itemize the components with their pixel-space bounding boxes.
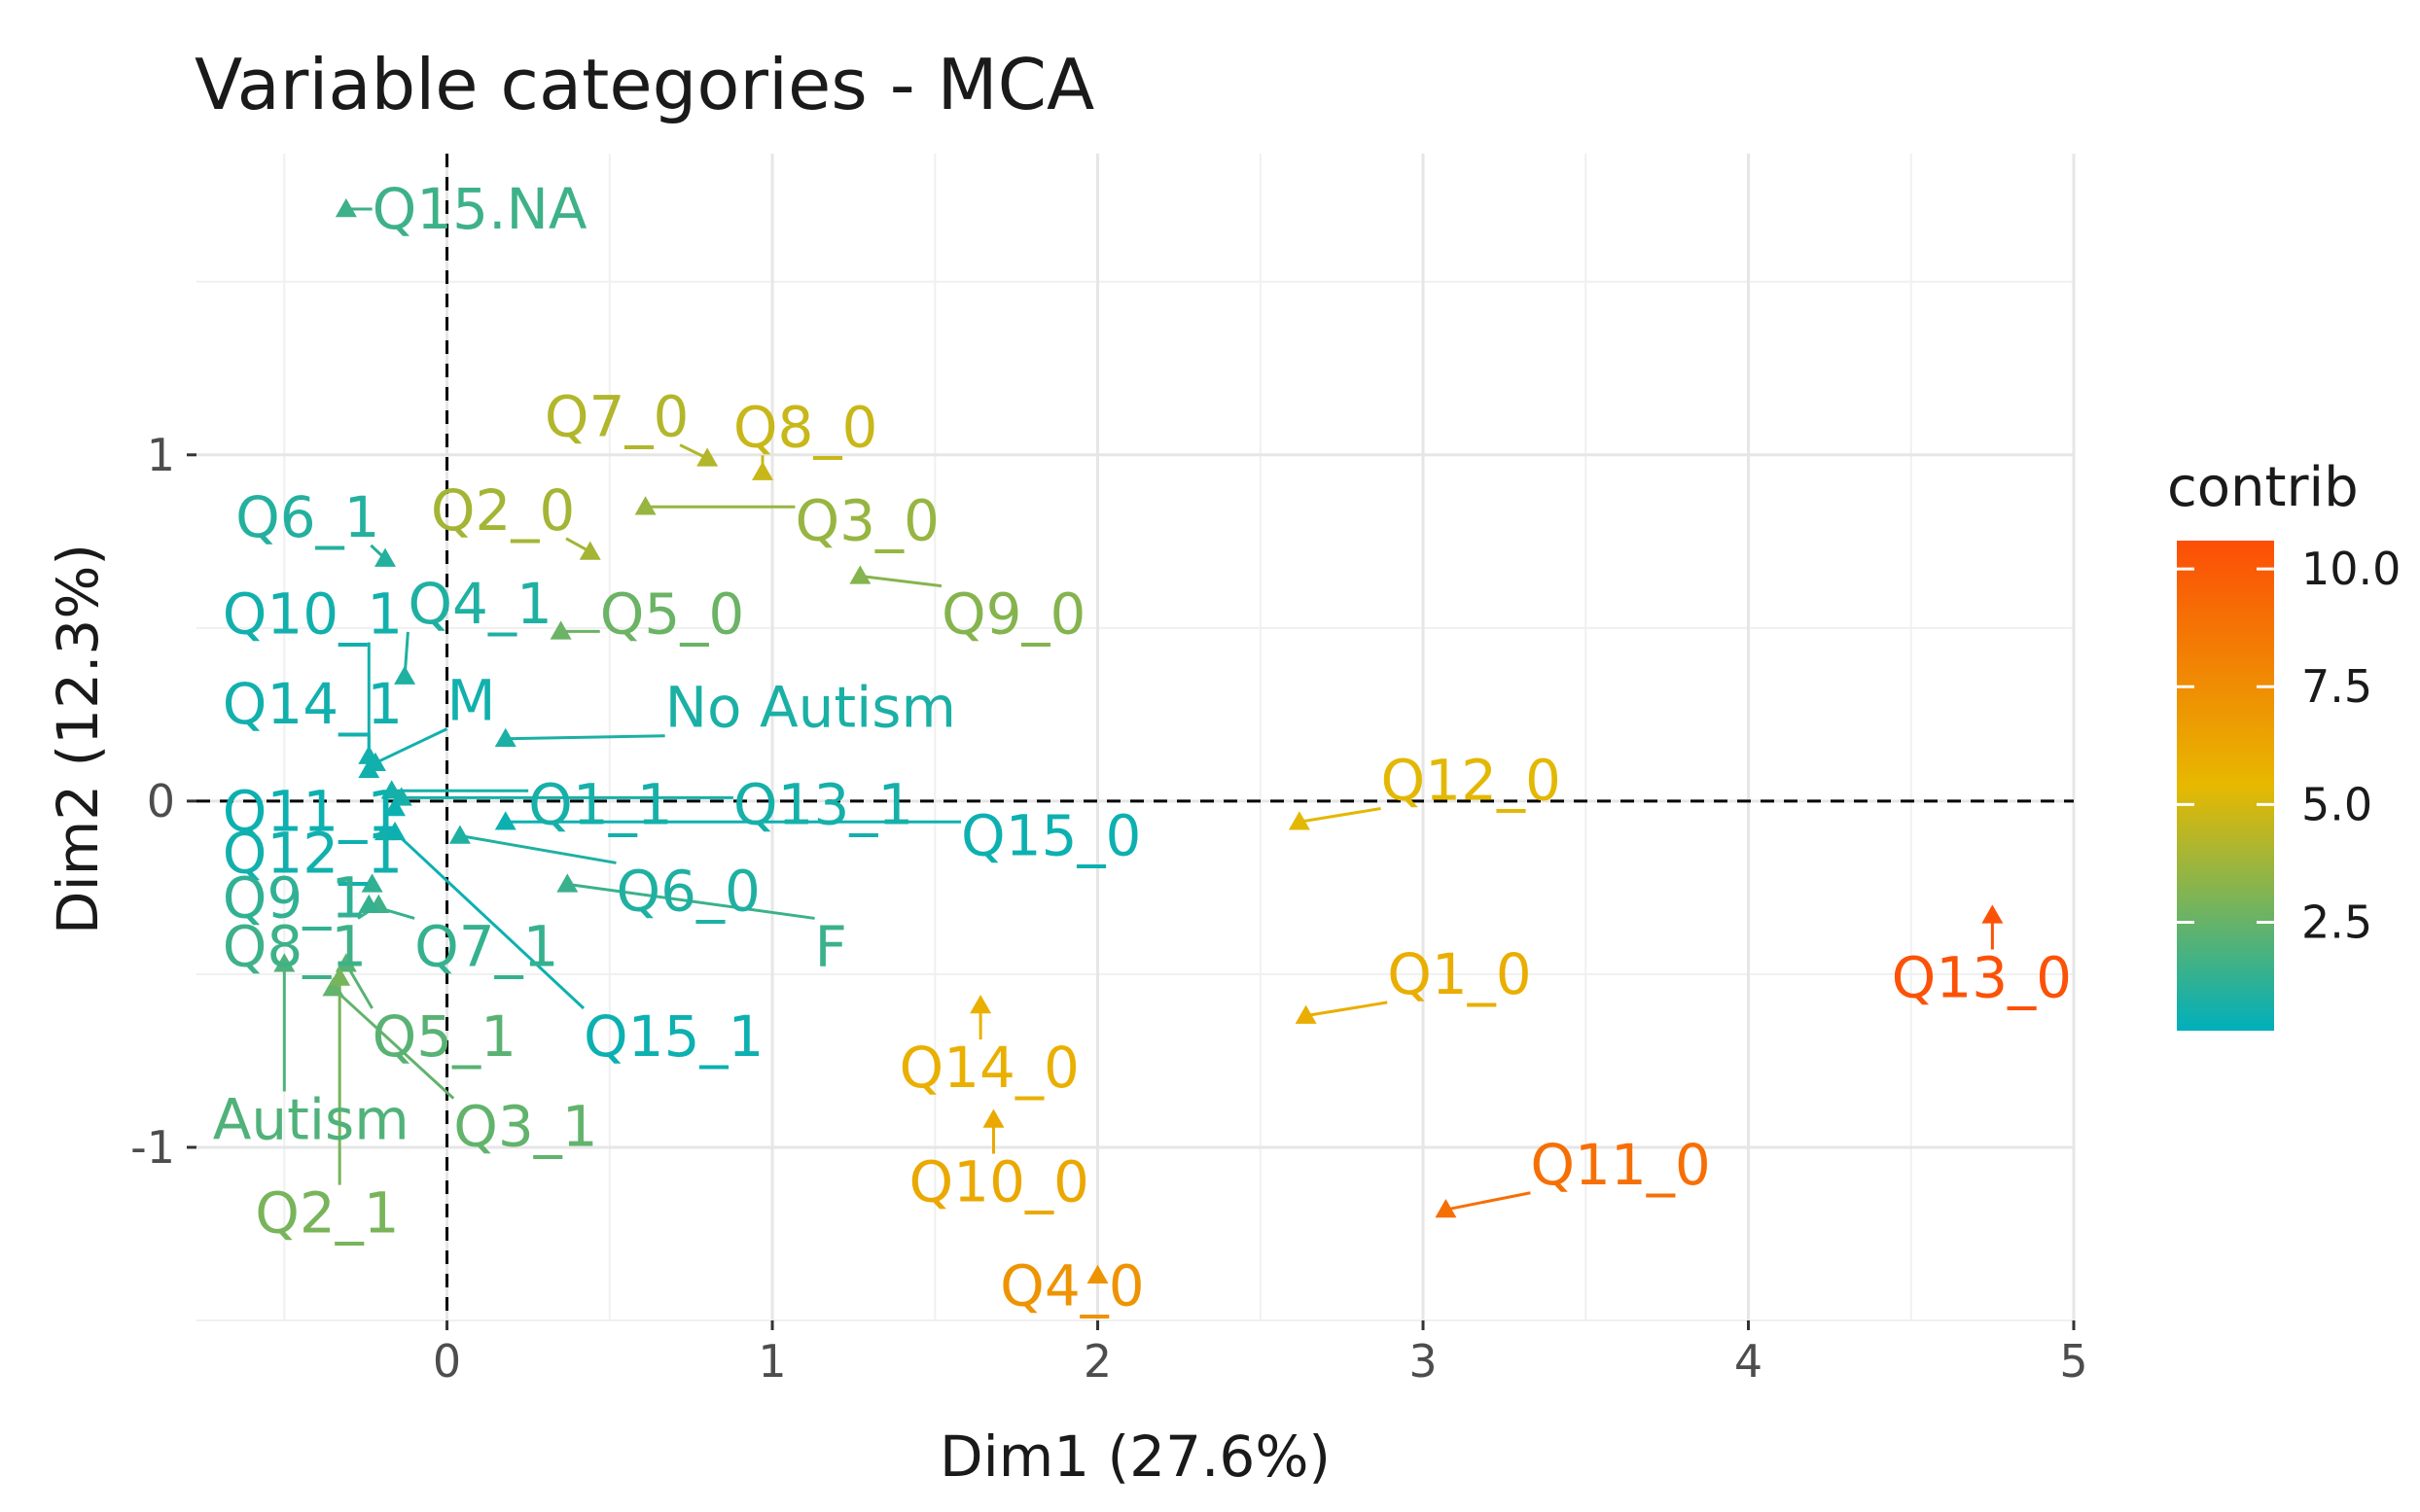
label-Q14_1: Q14_1 — [223, 671, 403, 737]
x-tick-label: 3 — [1408, 1335, 1437, 1388]
label-Q11_0: Q11_0 — [1530, 1132, 1710, 1198]
label-Q5_1: Q5_1 — [373, 1003, 516, 1070]
label-Q3_1: Q3_1 — [453, 1094, 597, 1160]
label-Q9_1: Q9_1 — [223, 865, 367, 932]
label-Q7_0: Q7_0 — [545, 384, 689, 450]
label-Q10_1: Q10_1 — [223, 581, 403, 648]
point-Q11_1 — [384, 796, 407, 817]
y-tick-label: 1 — [147, 429, 175, 481]
legend-title: contrib — [2167, 456, 2359, 519]
label-Q1_1: Q1_1 — [528, 771, 672, 837]
connector-Q1_0 — [1305, 1001, 1388, 1018]
label-Q12_0: Q12_0 — [1381, 748, 1561, 814]
point-Autism — [273, 953, 296, 972]
label-Q3_0: Q3_0 — [795, 487, 939, 553]
point-Q1_0 — [1295, 1004, 1317, 1024]
y-axis-title: Dim2 (12.3%) — [45, 544, 111, 934]
point-Q2_0 — [579, 541, 601, 560]
connector-M — [374, 727, 448, 765]
point-Q6_1 — [374, 547, 397, 567]
label-Q11_1: Q11_1 — [223, 779, 403, 845]
connector-Q9_0 — [860, 574, 943, 588]
point-Q15_0 — [494, 811, 516, 830]
label-Q5_0: Q5_0 — [600, 581, 744, 648]
label-Q6_1: Q6_1 — [235, 484, 379, 550]
label-Autism: Autism — [213, 1086, 409, 1152]
legend-tick-label: 2.5 — [2301, 897, 2372, 949]
point-Q14_0 — [970, 994, 992, 1014]
x-tick-label: 1 — [758, 1335, 786, 1388]
label-Q2_1: Q2_1 — [255, 1180, 399, 1247]
chart-title: Variable categories - MCA — [195, 44, 1094, 125]
point-Q3_1 — [322, 977, 344, 997]
y-tick-label: 0 — [147, 775, 175, 827]
label-Q15_1: Q15_1 — [584, 1003, 764, 1070]
label-Q13_1: Q13_1 — [733, 771, 913, 837]
label-Q12_1: Q12_1 — [223, 820, 403, 886]
data-points — [273, 197, 2004, 1283]
point-No Autism — [494, 727, 516, 748]
x-tick-label: 5 — [2059, 1335, 2087, 1388]
label-F: F — [815, 913, 847, 979]
point-Q9_0 — [849, 565, 872, 584]
point-Q3_0 — [634, 496, 657, 515]
point-Q15_1 — [384, 821, 407, 841]
axes: 0 1 2 3 4 5 -1 0 1 — [130, 429, 2088, 1388]
connector-Q15_1 — [394, 830, 586, 1010]
label-M: M — [447, 668, 496, 734]
label-Q2_0: Q2_0 — [431, 477, 575, 544]
label-Q10_0: Q10_0 — [909, 1149, 1089, 1215]
connector-Q3_1 — [332, 987, 455, 1100]
point-Q10_0 — [982, 1108, 1005, 1128]
label-Q6_0: Q6_0 — [616, 858, 760, 924]
label-Q4_1: Q4_1 — [408, 571, 552, 637]
connector-Q6_0 — [459, 834, 617, 864]
label-Q9_0: Q9_0 — [942, 581, 1085, 648]
point-Q11_0 — [1435, 1199, 1457, 1218]
point-Q2_1 — [329, 967, 351, 986]
legend-tick-label: 10.0 — [2301, 543, 2401, 595]
point-Q4_1 — [394, 665, 416, 685]
point-Q8_0 — [752, 461, 774, 480]
label-No Autism: No Autism — [665, 675, 956, 741]
point-Q9_1 — [361, 873, 383, 893]
legend-tick-label: 7.5 — [2301, 660, 2372, 713]
x-tick-label: 2 — [1084, 1335, 1112, 1388]
label-Q1_0: Q1_0 — [1387, 941, 1531, 1007]
x-tick-label: 4 — [1734, 1335, 1762, 1388]
point-labels: Q15.NA Q7_0 Q8_0 Q3_0 Q2_0 Q9_0 Q6_1 Q4_1 Q5_0 Q1… — [213, 176, 2072, 1319]
connector-F — [567, 882, 815, 920]
point-M — [364, 752, 386, 771]
point-Q6_0 — [448, 825, 471, 844]
y-tick-label: -1 — [130, 1121, 175, 1174]
x-tick-label: 0 — [433, 1335, 461, 1388]
point-Q1_1 — [380, 780, 403, 799]
point-Q5_0 — [550, 620, 572, 640]
point-Q15.NA — [335, 197, 357, 218]
label-Q4_0: Q4_0 — [1000, 1252, 1144, 1319]
point-Q12_0 — [1288, 811, 1310, 830]
label-Q7_1: Q7_1 — [414, 913, 558, 979]
connector-Q11_0 — [1445, 1191, 1531, 1212]
point-Q5_1 — [335, 953, 357, 972]
label-Q15_0: Q15_0 — [961, 802, 1141, 868]
label-Q8_1: Q8_1 — [223, 913, 367, 979]
label-Q14_0: Q14_0 — [899, 1035, 1079, 1101]
connector-No Autism — [505, 734, 665, 741]
point-Q13_0 — [1981, 904, 2004, 924]
label-Q15.NA: Q15.NA — [373, 176, 587, 242]
point-F — [556, 873, 579, 893]
x-axis-title: Dim1 (27.6%) — [940, 1424, 1331, 1490]
label-Q8_0: Q8_0 — [733, 394, 877, 460]
legend-colorbar — [2177, 541, 2274, 1031]
point-Q7_0 — [696, 447, 719, 467]
point-Q7_1 — [358, 894, 380, 913]
reference-lines — [196, 154, 2074, 1320]
legend: contrib 2.5 5.0 7.5 10.0 — [2167, 456, 2401, 1031]
label-Q13_0: Q13_0 — [1892, 944, 2072, 1010]
legend-tick-label: 5.0 — [2301, 778, 2372, 830]
connector-Q12_0 — [1299, 807, 1381, 824]
point-Q4_0 — [1086, 1264, 1109, 1283]
